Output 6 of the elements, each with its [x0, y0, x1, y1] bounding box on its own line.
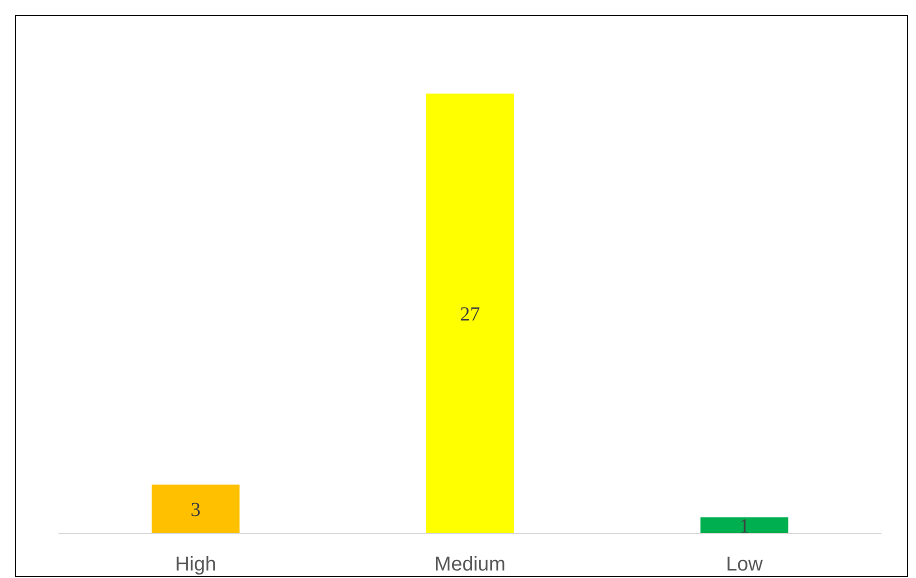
data-label: 1	[739, 515, 750, 538]
data-label: 3	[190, 499, 201, 522]
x-tick-label: High	[175, 554, 216, 576]
x-tick-label: Low	[726, 554, 764, 576]
x-tick-label: Medium	[434, 554, 506, 576]
data-label: 27	[460, 304, 480, 326]
